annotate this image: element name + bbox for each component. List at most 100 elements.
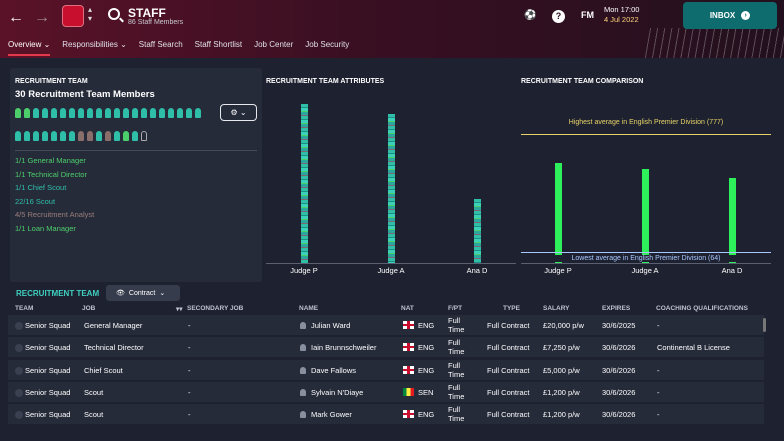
person-icon[interactable] (33, 131, 39, 141)
person-icon[interactable] (177, 108, 183, 118)
select-dot-icon[interactable] (15, 344, 23, 352)
tab-2[interactable]: Staff Search (138, 40, 183, 49)
person-icon[interactable] (42, 131, 48, 141)
person-icon[interactable] (105, 131, 111, 141)
staff-name-link[interactable]: Sylvain N'Diaye (311, 388, 364, 397)
tab-3[interactable]: Staff Shortlist (194, 40, 243, 49)
table-row[interactable]: Senior Squad General Manager - Julian Ward E… (8, 315, 764, 336)
person-icon[interactable] (60, 131, 66, 141)
person-icon[interactable] (51, 131, 57, 141)
club-crest-icon[interactable] (62, 5, 84, 27)
person-icon[interactable] (123, 131, 129, 141)
person-icon[interactable] (123, 108, 129, 118)
column-header[interactable]: COACHING QUALIFICATIONS (656, 305, 748, 312)
select-dot-icon[interactable] (15, 389, 23, 397)
person-icon[interactable] (15, 131, 21, 141)
comparison-bar[interactable] (728, 178, 736, 263)
column-header[interactable]: TEAM (15, 305, 34, 312)
role-summary[interactable]: 1/1 General Manager (15, 156, 86, 165)
person-icon[interactable] (195, 108, 201, 118)
column-header[interactable]: JOB (82, 305, 96, 312)
person-icon[interactable] (168, 108, 174, 118)
person-icon[interactable] (78, 131, 84, 141)
person-icon[interactable] (186, 108, 192, 118)
column-header[interactable]: TYPE (503, 305, 520, 312)
person-icon[interactable] (51, 108, 57, 118)
back-arrow-icon[interactable]: ← (8, 9, 24, 26)
column-header[interactable]: EXPIRES (602, 305, 631, 312)
person-icon[interactable] (132, 108, 138, 118)
help-icon[interactable]: ? (552, 10, 565, 23)
person-icon[interactable] (150, 108, 156, 118)
select-dot-icon[interactable] (15, 411, 23, 419)
team-cell: Senior Squad (25, 388, 71, 397)
search-icon[interactable] (108, 8, 120, 20)
contract-filter-button[interactable]: 👁 Contract ⌄ (106, 285, 180, 301)
reference-label: Lowest average in English Premier Divisi… (521, 255, 771, 263)
person-icon[interactable] (78, 108, 84, 118)
table-row[interactable]: Senior Squad Chief Scout - Dave Fallows ENG F… (8, 360, 764, 381)
column-header[interactable]: SALARY (543, 305, 570, 312)
table-row[interactable]: Senior Squad Scout - Mark Gower ENG Full Time F… (8, 404, 764, 425)
role-summary[interactable]: 4/5 Recruitment Analyst (15, 210, 95, 220)
x-tick-label: Ana D (466, 266, 488, 275)
tab-5[interactable]: Job Security (305, 40, 350, 49)
staff-name-link[interactable]: Mark Gower (311, 410, 352, 419)
staff-name-link[interactable]: Iain Brunnschweiler (311, 343, 377, 352)
person-icon[interactable] (87, 108, 93, 118)
tab-0[interactable]: Overview ⌄ (8, 40, 51, 56)
role-summary[interactable]: 1/1 Loan Manager (15, 223, 76, 233)
select-dot-icon[interactable] (15, 367, 23, 375)
person-icon[interactable] (96, 131, 102, 141)
staff-name-link[interactable]: Julian Ward (311, 321, 351, 330)
comparison-bar[interactable] (554, 163, 562, 263)
tab-1[interactable]: Responsibilities ⌄ (62, 40, 127, 49)
role-summary[interactable]: 22/16 Scout (15, 196, 56, 206)
attribute-bar[interactable] (300, 103, 308, 263)
column-header[interactable]: SECONDARY JOB (187, 305, 244, 312)
football-icon[interactable]: ⚽ (524, 10, 537, 21)
person-icon[interactable] (24, 131, 30, 141)
attribute-bar[interactable] (473, 198, 481, 263)
person-icon[interactable] (159, 108, 165, 118)
person-icon[interactable] (33, 108, 39, 118)
person-icon[interactable] (141, 131, 147, 141)
column-header[interactable]: NAT (401, 305, 414, 312)
person-icon[interactable] (42, 108, 48, 118)
sort-icon[interactable]: ▾▾ (176, 306, 183, 313)
person-icon[interactable] (105, 108, 111, 118)
column-header[interactable]: NAME (299, 305, 319, 312)
person-icon[interactable] (114, 108, 120, 118)
person-icon[interactable] (69, 131, 75, 141)
table-row[interactable]: Senior Squad Scout - Sylvain N'Diaye SEN Full… (8, 382, 764, 403)
person-icon[interactable] (69, 108, 75, 118)
nationality-cell: ENG (418, 410, 435, 419)
person-icon[interactable] (114, 131, 120, 141)
forward-arrow-icon[interactable]: → (34, 9, 50, 26)
person-icon[interactable] (96, 108, 102, 118)
tab-4[interactable]: Job Center (254, 40, 294, 49)
person-icon[interactable] (87, 131, 93, 141)
attribute-bar[interactable] (387, 113, 395, 263)
fm-menu-button[interactable]: FM (581, 10, 594, 20)
inbox-button[interactable]: INBOX › (683, 2, 777, 29)
person-icon[interactable] (24, 108, 30, 118)
comparison-bar[interactable] (641, 169, 649, 263)
staff-name-link[interactable]: Dave Fallows (311, 366, 357, 375)
scrollbar[interactable] (763, 318, 766, 332)
nationality-cell: SEN (418, 388, 434, 397)
role-summary[interactable]: 1/1 Technical Director (15, 169, 87, 179)
role-summary[interactable]: 1/1 Chief Scout (15, 183, 67, 193)
view-options-button[interactable]: ⚙ ⌄ (220, 104, 257, 121)
game-date[interactable]: Mon 17:00 4 Jul 2022 (604, 5, 639, 25)
person-icon[interactable] (15, 108, 21, 118)
select-dot-icon[interactable] (15, 322, 23, 330)
person-icon[interactable] (132, 131, 138, 141)
column-header[interactable]: F/PT (448, 305, 463, 312)
club-switch-icon[interactable]: ▴ ▾ (88, 5, 93, 23)
team-cell: Senior Squad (25, 410, 71, 419)
person-icon[interactable] (141, 108, 147, 118)
secondary-job-cell: - (188, 343, 191, 352)
table-row[interactable]: Senior Squad Technical Director - Iain Brun… (8, 337, 764, 358)
person-icon[interactable] (60, 108, 66, 118)
